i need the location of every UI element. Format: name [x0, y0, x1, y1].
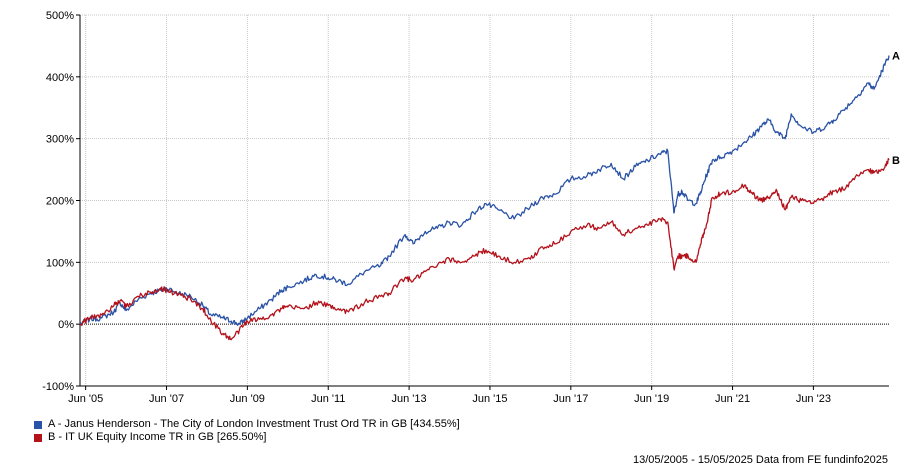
legend-label-a: A - Janus Henderson - The City of London… — [48, 418, 460, 430]
x-tick-label: Jun '19 — [634, 393, 669, 405]
y-tick-label: 200% — [46, 196, 74, 208]
y-tick-label: 300% — [46, 134, 74, 146]
y-tick-label: 0% — [58, 319, 74, 331]
x-tick-label: Jun '17 — [553, 393, 588, 405]
legend-item-a: A - Janus Henderson - The City of London… — [34, 418, 460, 431]
legend-item-b: B - IT UK Equity Income TR in GB [265.50… — [34, 431, 460, 444]
series-line-a — [79, 55, 890, 326]
x-tick-label: Jun '07 — [149, 393, 184, 405]
legend-swatch-a — [34, 420, 42, 429]
line-chart: -100% 0% 100% 200% 300% 400% 500% Jun '05 Jun '0… — [42, 10, 900, 405]
x-tick-label: Jun '11 — [311, 393, 345, 405]
series-end-label-b: B — [892, 155, 900, 167]
legend-label-b: B - IT UK Equity Income TR in GB [265.50… — [48, 431, 267, 443]
x-tick-label: Jun '13 — [392, 393, 427, 405]
x-tick-label: Jun '23 — [796, 393, 831, 405]
x-tick-label: Jun '15 — [472, 393, 507, 405]
x-tick-label: Jun '05 — [68, 393, 103, 405]
chart-legend: A - Janus Henderson - The City of London… — [34, 418, 460, 444]
y-tick-label: 100% — [46, 257, 74, 269]
x-tick-label: Jun '21 — [715, 393, 750, 405]
legend-swatch-b — [34, 433, 42, 442]
y-tick-label: -100% — [42, 381, 74, 393]
chart-footer: 13/05/2005 - 15/05/2025 Data from FE fun… — [632, 454, 888, 466]
y-tick-label: 400% — [46, 72, 74, 84]
x-tick-label: Jun '09 — [230, 393, 265, 405]
series-line-b — [79, 157, 890, 341]
y-tick-label: 500% — [46, 10, 74, 22]
series-end-label-a: A — [892, 50, 900, 62]
